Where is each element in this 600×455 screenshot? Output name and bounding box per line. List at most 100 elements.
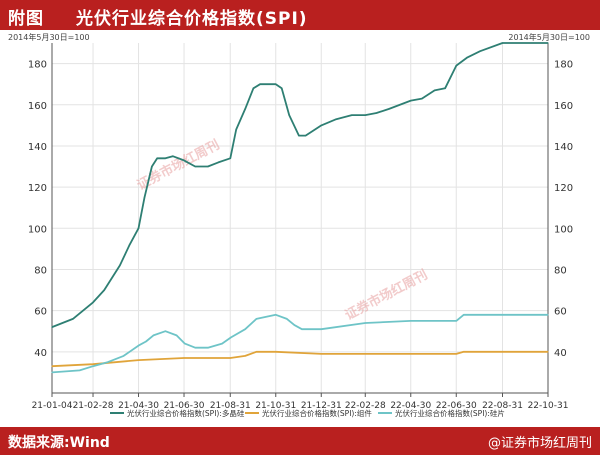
series-3-point bbox=[145, 340, 147, 343]
series-1-point bbox=[229, 157, 231, 159]
y-tick-label-right: 40 bbox=[554, 348, 567, 359]
y-tick-label-right: 120 bbox=[554, 183, 573, 194]
series-2-point bbox=[547, 351, 549, 353]
series-2-point bbox=[51, 365, 53, 367]
series-1-point bbox=[137, 227, 140, 229]
x-tick-label: 22-08-31 bbox=[482, 401, 523, 411]
series-2-point bbox=[463, 351, 465, 353]
series-1-point bbox=[410, 100, 412, 102]
x-tick-label: 21-12-31 bbox=[301, 401, 342, 411]
series-3-point bbox=[275, 314, 277, 316]
series-2-point bbox=[364, 353, 366, 355]
series-3-point bbox=[501, 314, 504, 316]
y-tick-label-left: 160 bbox=[28, 101, 47, 112]
series-2-point bbox=[455, 353, 457, 355]
x-tick-label: 21-02-28 bbox=[73, 401, 114, 411]
series-3-point bbox=[364, 322, 366, 324]
series-3-point bbox=[184, 343, 186, 345]
series-1-point bbox=[434, 89, 436, 91]
y-tick-label-left: 140 bbox=[28, 142, 47, 153]
x-tick-label: 21-10-31 bbox=[255, 401, 296, 411]
header-tag: 附图 bbox=[8, 9, 44, 29]
series-1-point bbox=[172, 155, 174, 157]
header-title: 光伏行业综合价格指数(SPI) bbox=[76, 9, 308, 29]
y-tick-label-left: 60 bbox=[34, 307, 47, 318]
series-1-point bbox=[364, 114, 366, 116]
y-tick-label-right: 100 bbox=[554, 224, 573, 235]
line-chart: 2014年5月30日=100 2014年5月30日=100 40 40 60 60 80 80… bbox=[8, 32, 590, 418]
legend-label-2: 光伏行业综合价格指数(SPI):组件 bbox=[262, 408, 372, 418]
series-1-point bbox=[288, 114, 290, 116]
series-1-point bbox=[351, 114, 353, 116]
series-1-point bbox=[466, 56, 468, 58]
right-axis-unit: 2014年5月30日=100 bbox=[508, 32, 590, 42]
series-3-point bbox=[152, 334, 154, 336]
series-3-point bbox=[176, 334, 178, 336]
series-1-point bbox=[375, 112, 378, 114]
x-tick-label: 22-02-28 bbox=[345, 401, 386, 411]
publisher-logo: @证券市场红周刊 bbox=[487, 436, 592, 451]
legend-label-3: 光伏行业综合价格指数(SPI):硅片 bbox=[395, 408, 505, 418]
series-3-point bbox=[410, 320, 412, 322]
x-tick-label: 21-06-30 bbox=[164, 401, 205, 411]
series-3-point bbox=[463, 314, 465, 316]
series-1-point bbox=[92, 301, 94, 303]
series-1-point bbox=[244, 108, 246, 110]
series-3-point bbox=[194, 347, 196, 349]
series-3-point bbox=[51, 371, 53, 373]
series-3-point bbox=[164, 330, 166, 332]
footer-bar: 数据来源:Wind @证券市场红周刊 bbox=[0, 427, 600, 455]
series-1-point bbox=[259, 83, 261, 85]
series-2-point bbox=[244, 355, 246, 357]
series-1-point bbox=[252, 87, 254, 89]
y-tick-label-left: 120 bbox=[28, 183, 47, 194]
series-3-point bbox=[244, 328, 246, 330]
series-2-point bbox=[137, 359, 140, 361]
series-1-point bbox=[335, 118, 337, 120]
series-1-point bbox=[388, 108, 390, 110]
series-2-point bbox=[183, 357, 185, 359]
left-axis-unit: 2014年5月30日=100 bbox=[8, 32, 90, 42]
series-1-point bbox=[547, 42, 549, 44]
series-1-point bbox=[305, 135, 307, 137]
series-3-point bbox=[221, 343, 223, 345]
series-3-point bbox=[320, 328, 322, 330]
chart-area: 2014年5月30日=100 2014年5月30日=100 40 40 60 60 80 80… bbox=[0, 30, 600, 427]
series-3-point bbox=[92, 365, 94, 367]
series-1-point bbox=[455, 65, 457, 67]
data-source: 数据来源:Wind bbox=[8, 435, 110, 451]
y-tick-label-left: 80 bbox=[34, 265, 47, 276]
series-1-point bbox=[51, 326, 53, 328]
series-1-point bbox=[207, 165, 209, 168]
series-3-point bbox=[547, 314, 549, 316]
series-2-point bbox=[410, 353, 412, 355]
series-1-point bbox=[501, 42, 504, 44]
y-tick-label-right: 160 bbox=[554, 101, 573, 112]
series-1-point bbox=[275, 83, 277, 85]
series-2-point bbox=[255, 351, 257, 353]
y-tick-label-right: 60 bbox=[554, 307, 567, 318]
x-tick-label: 22-04-30 bbox=[390, 401, 431, 411]
series-1-point bbox=[143, 196, 146, 198]
series-1-point bbox=[151, 165, 153, 168]
legend-label-1: 光伏行业综合价格指数(SPI):多晶硅 bbox=[127, 408, 245, 418]
watermark-text: 证券市场红周刊 bbox=[342, 267, 430, 324]
series-2-point bbox=[501, 351, 504, 353]
series-3-point bbox=[230, 336, 232, 338]
series-3-point bbox=[123, 355, 125, 357]
series-1-point bbox=[235, 128, 237, 131]
series-1-point bbox=[479, 50, 481, 52]
series-3-point bbox=[137, 345, 140, 347]
series-3-point bbox=[293, 324, 295, 326]
series-1-point bbox=[183, 159, 185, 161]
y-tick-label-right: 80 bbox=[554, 265, 567, 276]
series-1-point bbox=[119, 264, 121, 266]
series-3-point bbox=[455, 320, 457, 322]
y-tick-label-right: 180 bbox=[554, 60, 573, 71]
series-2-point bbox=[229, 357, 231, 359]
series-1-point bbox=[320, 124, 322, 126]
x-tick-label: 22-10-31 bbox=[528, 401, 569, 411]
y-tick-label-right: 140 bbox=[554, 142, 573, 153]
series-1-point bbox=[298, 135, 300, 137]
series-2-point bbox=[320, 353, 322, 355]
